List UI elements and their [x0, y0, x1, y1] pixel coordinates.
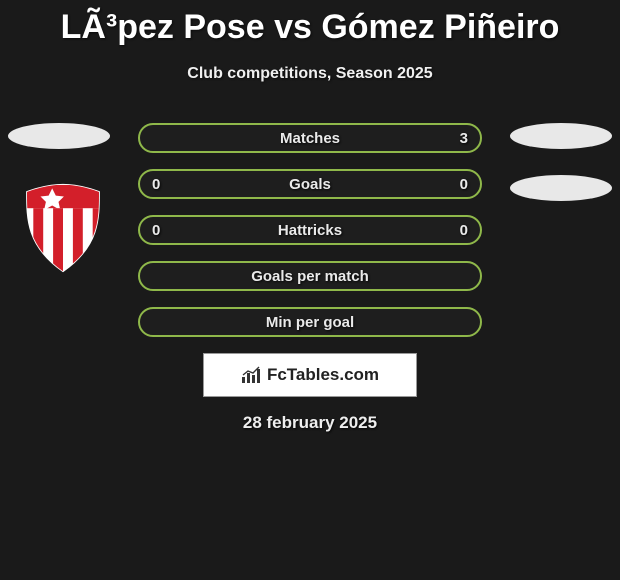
stat-row-hattricks: 0 Hattricks 0 — [138, 215, 482, 245]
stat-label: Min per goal — [266, 314, 354, 331]
player-right-placeholder-1 — [510, 123, 612, 149]
shield-icon — [18, 183, 108, 273]
stat-left-value: 0 — [152, 222, 160, 239]
stat-label: Matches — [280, 130, 340, 147]
stat-left-value: 0 — [152, 176, 160, 193]
bar-chart-icon — [241, 366, 263, 384]
stat-right-value: 3 — [460, 130, 468, 147]
stat-row-min-per-goal: Min per goal — [138, 307, 482, 337]
stat-right-value: 0 — [460, 176, 468, 193]
generated-date: 28 february 2025 — [0, 413, 620, 433]
page-subtitle: Club competitions, Season 2025 — [0, 65, 620, 83]
player-right-placeholder-2 — [510, 175, 612, 201]
stat-label: Hattricks — [278, 222, 342, 239]
stat-label: Goals — [289, 176, 331, 193]
brand-text: FcTables.com — [267, 365, 379, 385]
stat-row-goals: 0 Goals 0 — [138, 169, 482, 199]
player-left-placeholder — [8, 123, 110, 149]
page-title: LÃ³pez Pose vs Gómez Piñeiro — [0, 0, 620, 47]
stat-row-matches: Matches 3 — [138, 123, 482, 153]
stat-right-value: 0 — [460, 222, 468, 239]
club-badge — [18, 183, 108, 273]
stat-rows: Matches 3 0 Goals 0 0 Hattricks 0 Goals … — [138, 123, 482, 337]
stat-row-goals-per-match: Goals per match — [138, 261, 482, 291]
stat-label: Goals per match — [251, 268, 369, 285]
brand-attribution[interactable]: FcTables.com — [203, 353, 417, 397]
stats-panel: Matches 3 0 Goals 0 0 Hattricks 0 Goals … — [0, 123, 620, 433]
